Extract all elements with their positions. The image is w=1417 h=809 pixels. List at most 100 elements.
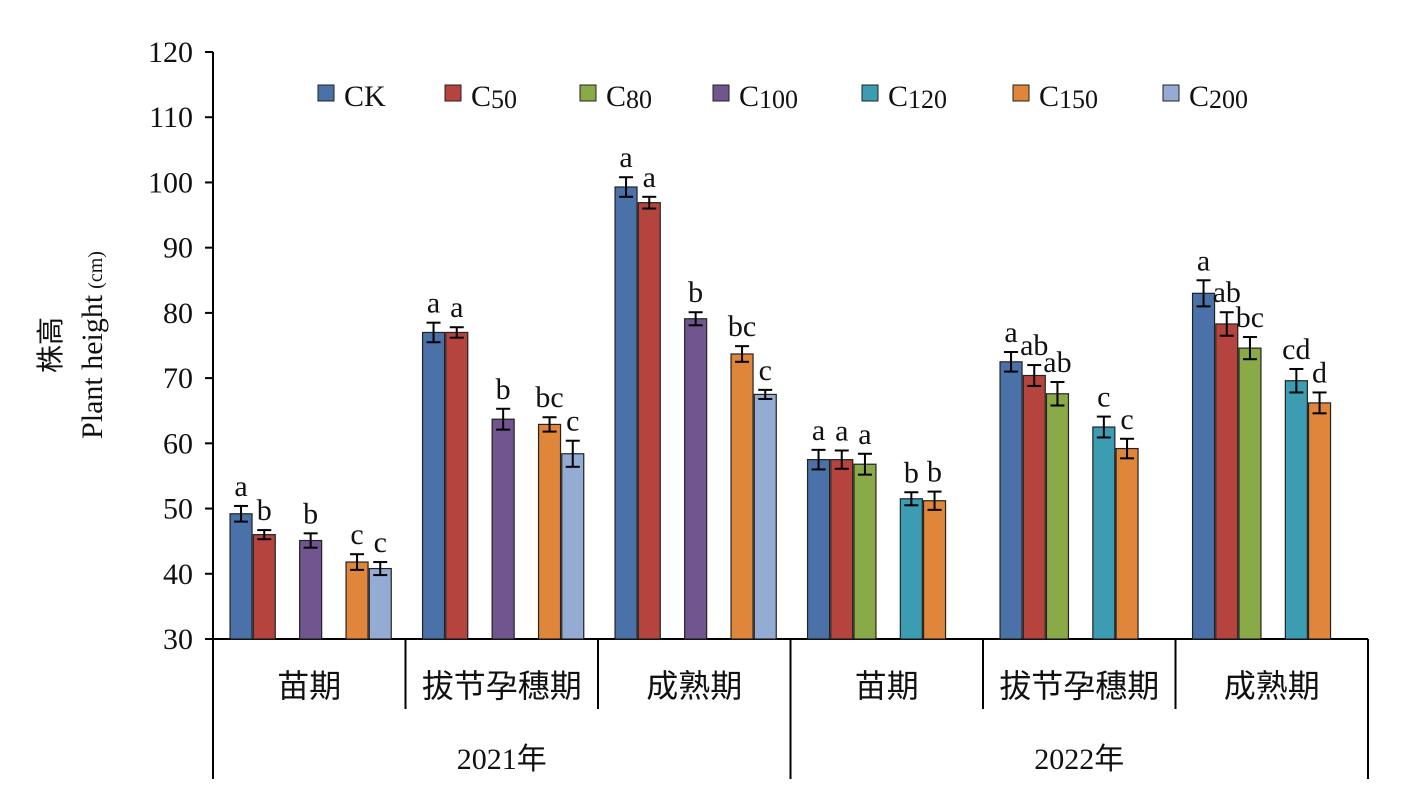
y-tick-label: 50	[163, 493, 193, 526]
significance-letter: c	[350, 518, 363, 551]
significance-letter: bc	[535, 381, 563, 414]
bar-C150	[730, 353, 754, 640]
bar-C150	[1115, 447, 1139, 640]
significance-letter: a	[234, 470, 247, 503]
significance-letter: b	[303, 497, 318, 530]
significance-letter: a	[427, 287, 440, 320]
legend-label-sub: 150	[1059, 85, 1098, 114]
bar-C120	[899, 498, 923, 640]
significance-letter: ab	[1213, 276, 1241, 309]
y-tick-label: 70	[163, 362, 193, 395]
significance-letter: b	[904, 456, 919, 489]
stage-label: 苗期	[277, 668, 341, 704]
y-axis-title-cn: 株高	[35, 317, 67, 373]
legend-label-C150: C150	[1039, 80, 1098, 114]
stage-label: 成熟期	[646, 668, 742, 704]
legend-label-main: C	[1189, 80, 1209, 113]
significance-letter: d	[1312, 356, 1327, 389]
y-tick-label: 80	[163, 297, 193, 330]
bar-C150	[345, 561, 369, 640]
bar-C80	[1238, 347, 1262, 640]
legend-label-C100: C100	[739, 80, 798, 114]
significance-letter: a	[835, 415, 848, 448]
significance-letter: ab	[1020, 329, 1048, 362]
significance-letter: c	[1097, 381, 1110, 414]
legend-label-main: C	[471, 80, 491, 113]
legend-label-main: C	[739, 80, 759, 113]
significance-letter: a	[450, 291, 463, 324]
legend-label-C120: C120	[888, 80, 947, 114]
bar-C50	[637, 202, 661, 640]
year-label: 2021年	[457, 743, 547, 776]
bar-C50	[252, 534, 276, 640]
significance-letter: a	[858, 418, 871, 451]
legend-label-sub: 50	[491, 85, 517, 114]
significance-letter: cd	[1282, 333, 1310, 366]
bar-C120	[1092, 426, 1116, 640]
bar-C50	[1022, 374, 1046, 640]
x-axis: 苗期 拔节孕穗期 成熟期 2021年 苗期 拔节孕穗期 成熟期 2022年	[212, 638, 1369, 779]
y-tick-label: 40	[163, 558, 193, 591]
bar-CK	[806, 459, 831, 640]
significance-letter: bc	[1236, 301, 1264, 334]
y-axis-title-en: Plant height (cm)	[76, 251, 109, 439]
y-axis-title-unit: (cm)	[85, 251, 107, 289]
significance-letter: ab	[1043, 346, 1071, 379]
significance-letter: bc	[728, 310, 756, 343]
bar-CK	[1191, 292, 1216, 640]
legend-swatch-CK	[317, 84, 335, 102]
bar-C150	[537, 423, 562, 640]
significance-letter: a	[1197, 244, 1210, 277]
significance-letter: a	[643, 161, 656, 194]
bar-C100	[684, 318, 708, 640]
y-tick-label: 110	[149, 101, 193, 134]
legend: CK C50 C80 C100 C120 C150 C200	[317, 80, 1248, 114]
bar-CK	[999, 361, 1023, 640]
bar-CK	[614, 186, 638, 640]
legend-label-sub: 80	[626, 85, 652, 114]
legend-swatch-C80	[579, 84, 597, 102]
legend-label-CK: CK	[344, 80, 386, 113]
y-tick-label: 90	[163, 232, 193, 265]
y-axis: 30 40 50 60 70 80 90 100 110 120	[148, 36, 214, 656]
legend-swatch-C200	[1162, 84, 1180, 102]
significance-letter: c	[759, 354, 772, 387]
bar-CK	[421, 331, 446, 640]
y-axis-title: 株高 Plant height (cm)	[35, 251, 109, 439]
bar-C80	[1045, 393, 1070, 640]
significance-letter: c	[374, 526, 387, 559]
legend-swatch-C150	[1012, 84, 1030, 102]
significance-letter: b	[257, 494, 272, 527]
y-tick-label: 100	[148, 166, 193, 199]
significance-letter: a	[1004, 316, 1017, 349]
legend-label-main: C	[606, 80, 626, 113]
stage-label: 拔节孕穗期	[422, 668, 582, 704]
bar-C100	[299, 539, 323, 640]
bar-C120	[1284, 380, 1308, 640]
legend-label-C80: C80	[606, 80, 652, 114]
legend-label-main: C	[1039, 80, 1059, 113]
legend-label-C50: C50	[471, 80, 517, 114]
y-tick-label: 120	[148, 36, 193, 69]
stage-label: 苗期	[855, 668, 919, 704]
significance-letter: c	[566, 405, 579, 438]
bar-C200	[753, 393, 777, 640]
y-tick-label: 60	[163, 427, 193, 460]
bar-C50	[445, 331, 469, 640]
significance-letter: a	[812, 414, 825, 447]
significance-letter: b	[688, 276, 703, 309]
bar-C150	[922, 500, 947, 640]
bar-C150	[1307, 402, 1332, 640]
legend-swatch-C120	[861, 84, 879, 102]
stage-label: 拔节孕穗期	[999, 668, 1159, 704]
y-axis-title-en-text: Plant height	[76, 294, 109, 439]
bar-C50	[830, 459, 854, 640]
bar-C200	[368, 567, 392, 640]
significance-letter: c	[1120, 403, 1133, 436]
legend-label-C200: C200	[1189, 80, 1248, 114]
significance-letter: b	[927, 456, 942, 489]
stage-label: 成熟期	[1224, 668, 1320, 704]
legend-label-sub: 100	[759, 85, 798, 114]
